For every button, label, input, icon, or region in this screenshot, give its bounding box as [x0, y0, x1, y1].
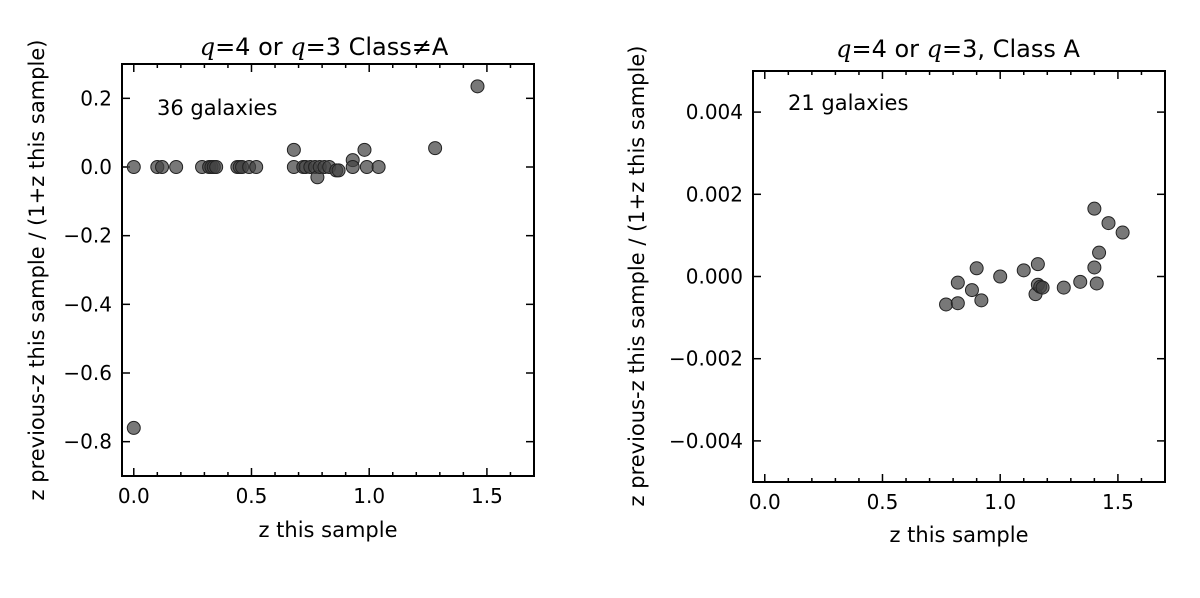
left-y-tick-label: −0.6: [63, 361, 112, 385]
right-x-axis-label: z this sample: [889, 523, 1028, 547]
right-ticks: 0.0 0.5 1.0 1.5 0.004 0.002 0.000 −0.002 −0.004: [669, 71, 1165, 514]
right-data-point: [974, 293, 989, 308]
left-data-point: [126, 420, 141, 435]
left-galaxy-count: 36 galaxies: [157, 96, 277, 120]
left-y-axis-label: z previous-z this sample / (1+z this sam…: [25, 40, 49, 501]
left-y-tick-label: 0.2: [80, 86, 112, 110]
right-data-point: [1073, 274, 1088, 289]
left-data-point: [126, 160, 141, 174]
right-data-point: [1101, 216, 1116, 231]
left-data-point: [169, 160, 184, 174]
left-chart-title: q=4 or q=3 Class≠A: [200, 33, 449, 61]
left-data-point: [249, 160, 264, 174]
left-x-tick-label: 1.0: [353, 484, 385, 508]
right-data-point: [1035, 280, 1050, 295]
left-points: [126, 79, 485, 435]
right-data-point: [1087, 260, 1102, 275]
left-data-point: [359, 160, 374, 174]
right-y-tick-label: 0.002: [686, 182, 743, 206]
right-data-point: [1030, 257, 1045, 272]
right-data-point: [1087, 201, 1102, 216]
right-data-point: [939, 297, 954, 312]
right-chart: q=4 or q=3, Class A 0.0 0.5 1.0 1.50.0040.0…: [625, 35, 1166, 547]
left-data-point: [345, 160, 360, 174]
left-data-point: [371, 160, 386, 174]
left-y-tick-label: −0.8: [63, 430, 112, 454]
right-data-point: [1056, 280, 1071, 295]
left-y-tick-label: −0.4: [63, 292, 112, 316]
right-x-tick-label: 1.5: [1102, 490, 1134, 514]
right-data-point: [1089, 276, 1104, 291]
right-y-tick-label: −0.002: [669, 347, 743, 371]
left-x-tick-label: 0.5: [236, 484, 268, 508]
left-plot-frame: [121, 63, 535, 477]
right-x-tick-label: 0.5: [867, 490, 899, 514]
right-y-axis-label: z previous-z this sample / (1+z this sam…: [625, 46, 649, 507]
left-data-point: [470, 79, 485, 94]
left-chart: q=4 or q=3 Class≠A 0.0 0.5 1.0 1.5 0.2 0.0 −0.…: [25, 33, 535, 542]
right-galaxy-count: 21 galaxies: [788, 91, 908, 115]
left-y-tick-label: 0.0: [80, 155, 112, 179]
right-data-point: [969, 261, 984, 276]
left-x-axis-label: z this sample: [258, 518, 397, 542]
right-x-tick-label: 0.0: [749, 490, 781, 514]
right-data-point: [1092, 245, 1107, 260]
right-points: [939, 201, 1130, 312]
right-data-point: [950, 296, 965, 311]
left-y-tick-label: −0.2: [63, 224, 112, 248]
left-data-point: [331, 163, 346, 178]
right-data-point: [1115, 225, 1130, 240]
right-data-point: [950, 275, 965, 290]
left-data-point: [357, 142, 372, 157]
left-data-point: [155, 160, 170, 174]
left-x-tick-label: 1.5: [471, 484, 503, 508]
right-y-tick-label: 0.004: [686, 100, 743, 124]
right-data-point: [993, 269, 1008, 284]
left-ticks: 0.0 0.5 1.0 1.5 0.2 0.0 −0.2 −0.4 −0.6 −0.8: [63, 64, 534, 508]
right-y-tick-label: 0.000: [686, 265, 743, 289]
left-data-point: [428, 141, 443, 156]
left-data-point: [286, 142, 301, 157]
right-y-tick-label: −0.004: [669, 429, 743, 453]
left-data-point: [209, 160, 224, 174]
right-x-tick-label: 1.0: [984, 490, 1016, 514]
left-x-tick-label: 0.0: [118, 484, 150, 508]
right-data-point: [1016, 263, 1031, 278]
right-chart-title: q=4 or q=3, Class A: [836, 35, 1080, 63]
right-data-point: [964, 283, 979, 298]
